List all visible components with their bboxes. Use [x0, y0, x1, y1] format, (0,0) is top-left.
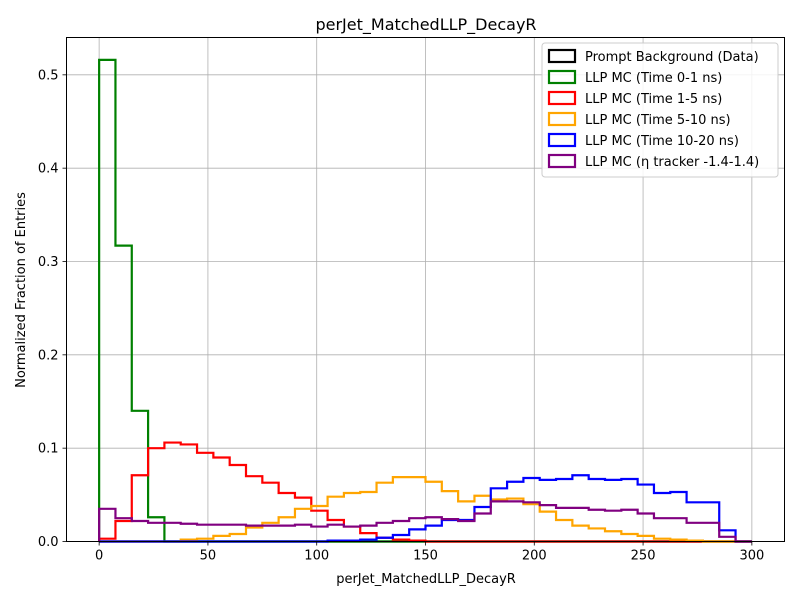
y-axis: 0.0 0.1 0.2 0.3 0.4 0.5: [38, 68, 67, 550]
chart-title: perJet_MatchedLLP_DecayR: [315, 15, 536, 35]
legend-entry: LLP MC (η tracker -1.4-1.4): [585, 155, 759, 170]
legend-swatch: [547, 48, 577, 64]
x-tick-label: 150: [413, 549, 438, 564]
y-axis-label: Normalized Fraction of Entries: [14, 192, 29, 388]
legend-swatch: [547, 111, 577, 127]
legend-box: [541, 42, 779, 178]
x-tick-label: 50: [200, 549, 217, 564]
legend-entry: Prompt Background (Data): [585, 50, 759, 65]
legend-entry: LLP MC (Time 0-1 ns): [585, 71, 722, 86]
y-tick-label: 0.3: [38, 255, 59, 270]
x-axis-label: perJet_MatchedLLP_DecayR: [336, 572, 516, 587]
x-tick-label: 250: [631, 549, 656, 564]
x-tick-label: 0: [95, 549, 103, 564]
x-tick-label: 200: [522, 549, 547, 564]
legend-entry: LLP MC (Time 1-5 ns): [585, 92, 722, 107]
y-tick-label: 0.0: [38, 535, 59, 550]
y-tick-label: 0.4: [38, 162, 59, 177]
legend: Prompt Background (Data) LLP MC (Time 0-1…: [541, 42, 779, 178]
legend-swatch: [547, 153, 577, 169]
x-tick-label: 300: [739, 549, 764, 564]
legend-swatch: [547, 132, 577, 148]
series-step-line-5: [98, 500, 752, 543]
legend-swatch: [547, 90, 577, 106]
y-tick-label: 0.5: [38, 68, 59, 83]
x-axis: 0 50 100 150 200 250 300: [95, 541, 764, 564]
y-tick-label: 0.2: [38, 348, 59, 363]
legend-entry: LLP MC (Time 5-10 ns): [585, 113, 731, 128]
y-tick-label: 0.1: [38, 442, 59, 457]
x-tick-label: 100: [304, 549, 329, 564]
legend-swatch: [547, 69, 577, 85]
series-step-line-3: [99, 476, 752, 543]
legend-entry: LLP MC (Time 10-20 ns): [585, 134, 739, 149]
